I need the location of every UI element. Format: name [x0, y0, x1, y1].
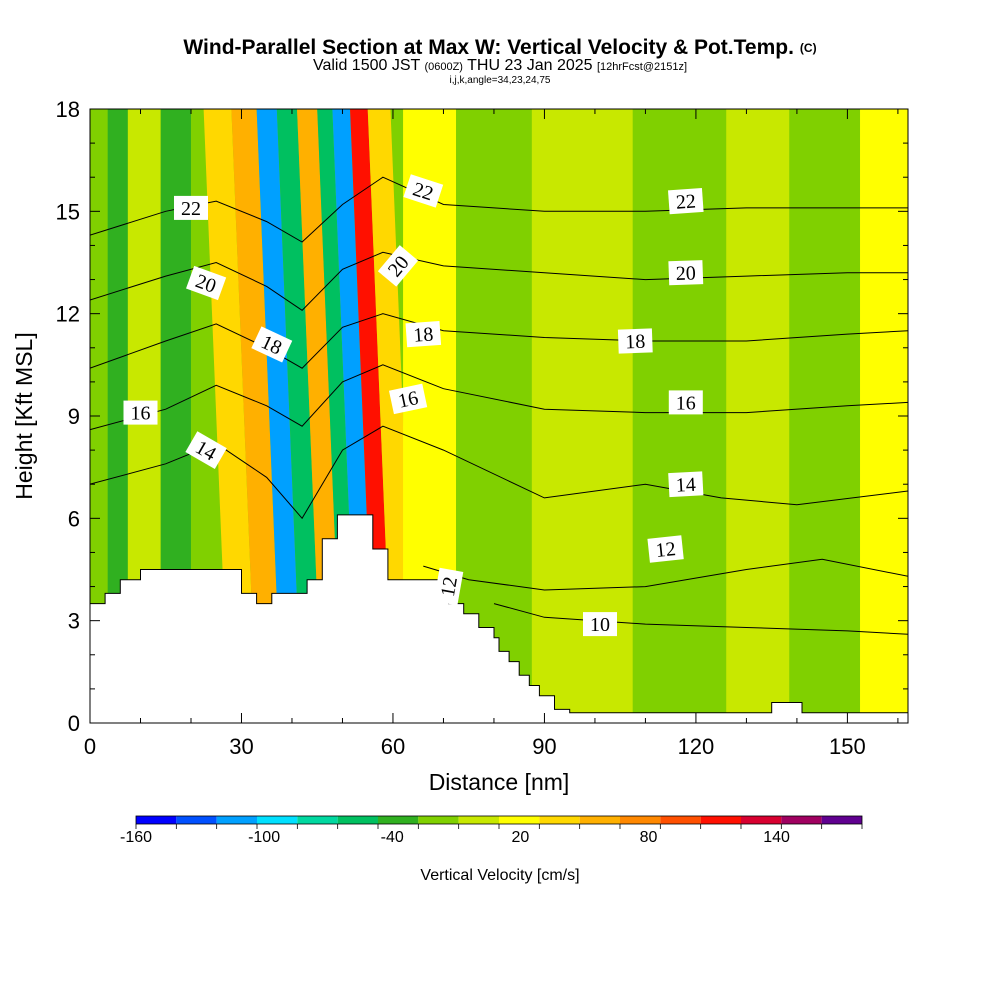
- x-axis-title: Distance [nm]: [429, 769, 570, 795]
- colorbar-title: Vertical Velocity [cm/s]: [420, 867, 579, 884]
- colorbar-swatch: [216, 816, 257, 824]
- svg-text:14: 14: [675, 474, 696, 497]
- w-band: [789, 109, 861, 723]
- w-band: [107, 109, 128, 723]
- x-tick-label: 0: [84, 734, 96, 759]
- x-tick-label: 90: [532, 734, 556, 759]
- chart-header: Wind-Parallel Section at Max W: Vertical…: [0, 36, 1000, 86]
- colorbar-tick-label: 140: [763, 829, 790, 846]
- colorbar-swatch: [337, 816, 378, 824]
- w-band: [726, 109, 790, 723]
- colorbar-swatch: [620, 816, 661, 824]
- contour-label: 20: [668, 260, 704, 286]
- w-band: [531, 109, 633, 723]
- y-tick-label: 12: [56, 302, 80, 327]
- colorbar-swatch: [257, 816, 298, 824]
- y-tick-label: 15: [56, 199, 80, 224]
- valid-utc: (0600Z): [424, 61, 463, 73]
- terrain-profile: [89, 514, 909, 724]
- svg-text:18: 18: [625, 331, 646, 354]
- theta-contour: [90, 251, 908, 311]
- colorbar-swatch: [821, 816, 862, 824]
- colorbar: -160 -100 -40 20 80 140: [120, 815, 863, 846]
- colorbar-swatch: [781, 816, 822, 824]
- theta-contour: [493, 603, 908, 635]
- colorbar-swatch: [741, 816, 782, 824]
- colorbar-swatch: [458, 816, 499, 824]
- svg-text:10: 10: [590, 614, 610, 636]
- terrain-mask: [89, 514, 909, 724]
- w-band: [231, 109, 282, 723]
- chart-title: Wind-Parallel Section at Max W: Vertical…: [183, 36, 794, 59]
- colorbar-swatch: [499, 816, 540, 824]
- contour-label: 12: [647, 535, 684, 563]
- x-tick-label: 150: [829, 734, 866, 759]
- valid-time: Valid 1500 JST: [312, 57, 420, 74]
- y-tick-label: 6: [68, 506, 80, 531]
- svg-text:16: 16: [396, 387, 420, 413]
- w-band: [456, 109, 532, 723]
- y-tick-label: 9: [68, 404, 80, 429]
- colorbar-swatch: [539, 816, 580, 824]
- section-indices: i,j,k,angle=34,23,24,75: [449, 75, 551, 86]
- contour-label: 12: [433, 567, 464, 606]
- contour-label: 18: [405, 320, 442, 348]
- theta-contour: [423, 558, 908, 591]
- theta-contour: [90, 364, 908, 431]
- y-tick-label: 0: [68, 711, 80, 736]
- contour-label: 18: [617, 328, 653, 354]
- svg-text:20: 20: [675, 262, 696, 285]
- svg-text:16: 16: [131, 403, 151, 425]
- theta-contour: [90, 176, 908, 243]
- contour-label: 22: [403, 174, 444, 208]
- contour-label: 14: [668, 471, 704, 498]
- svg-text:12: 12: [655, 538, 677, 562]
- colorbar-tick-label: 20: [512, 829, 530, 846]
- svg-text:12: 12: [437, 575, 462, 599]
- w-band: [256, 109, 303, 723]
- forecast-info: [12hrFcst@2151z]: [596, 61, 688, 73]
- colorbar-swatch: [579, 816, 620, 824]
- w-band: [632, 109, 727, 723]
- svg-text:16: 16: [676, 392, 696, 414]
- contour-label: 22: [668, 187, 704, 215]
- colorbar-tick-label: 80: [640, 829, 658, 846]
- x-tick-label: 60: [381, 734, 405, 759]
- svg-text:18: 18: [413, 323, 434, 346]
- svg-text:22: 22: [675, 190, 696, 213]
- colorbar-swatch: [378, 816, 419, 824]
- theta-contour: [90, 313, 908, 369]
- contour-label: 16: [668, 390, 703, 415]
- colorbar-tick-label: -160: [120, 829, 152, 846]
- contour-label: 22: [174, 195, 208, 220]
- axes: 0 30 60 90 120 150 0 3 6 9 12 15 18: [56, 97, 908, 759]
- colorbar-swatch: [700, 816, 741, 824]
- y-tick-label: 3: [68, 609, 80, 634]
- colorbar-swatch: [418, 816, 459, 824]
- colorbar-swatch: [176, 816, 217, 824]
- colorbar-tick-label: -40: [381, 829, 404, 846]
- valid-date: THU 23 Jan 2025: [467, 57, 593, 74]
- colorbar-tick-label: -100: [248, 829, 280, 846]
- svg-text:22: 22: [181, 198, 201, 220]
- x-tick-label: 30: [229, 734, 253, 759]
- contour-label: 16: [388, 383, 428, 415]
- colorbar-swatch: [136, 816, 177, 824]
- colorbar-swatch: [297, 816, 338, 824]
- y-axis-title: Height [Kft MSL]: [11, 332, 37, 499]
- y-tick-label: 18: [56, 97, 80, 122]
- copyright-mark: (C): [799, 41, 817, 55]
- x-tick-label: 120: [678, 734, 715, 759]
- colorbar-swatch: [660, 816, 701, 824]
- w-band: [276, 109, 323, 723]
- contour-label: 10: [583, 612, 617, 637]
- contour-label: 20: [186, 265, 227, 301]
- contour-label: 16: [123, 400, 158, 425]
